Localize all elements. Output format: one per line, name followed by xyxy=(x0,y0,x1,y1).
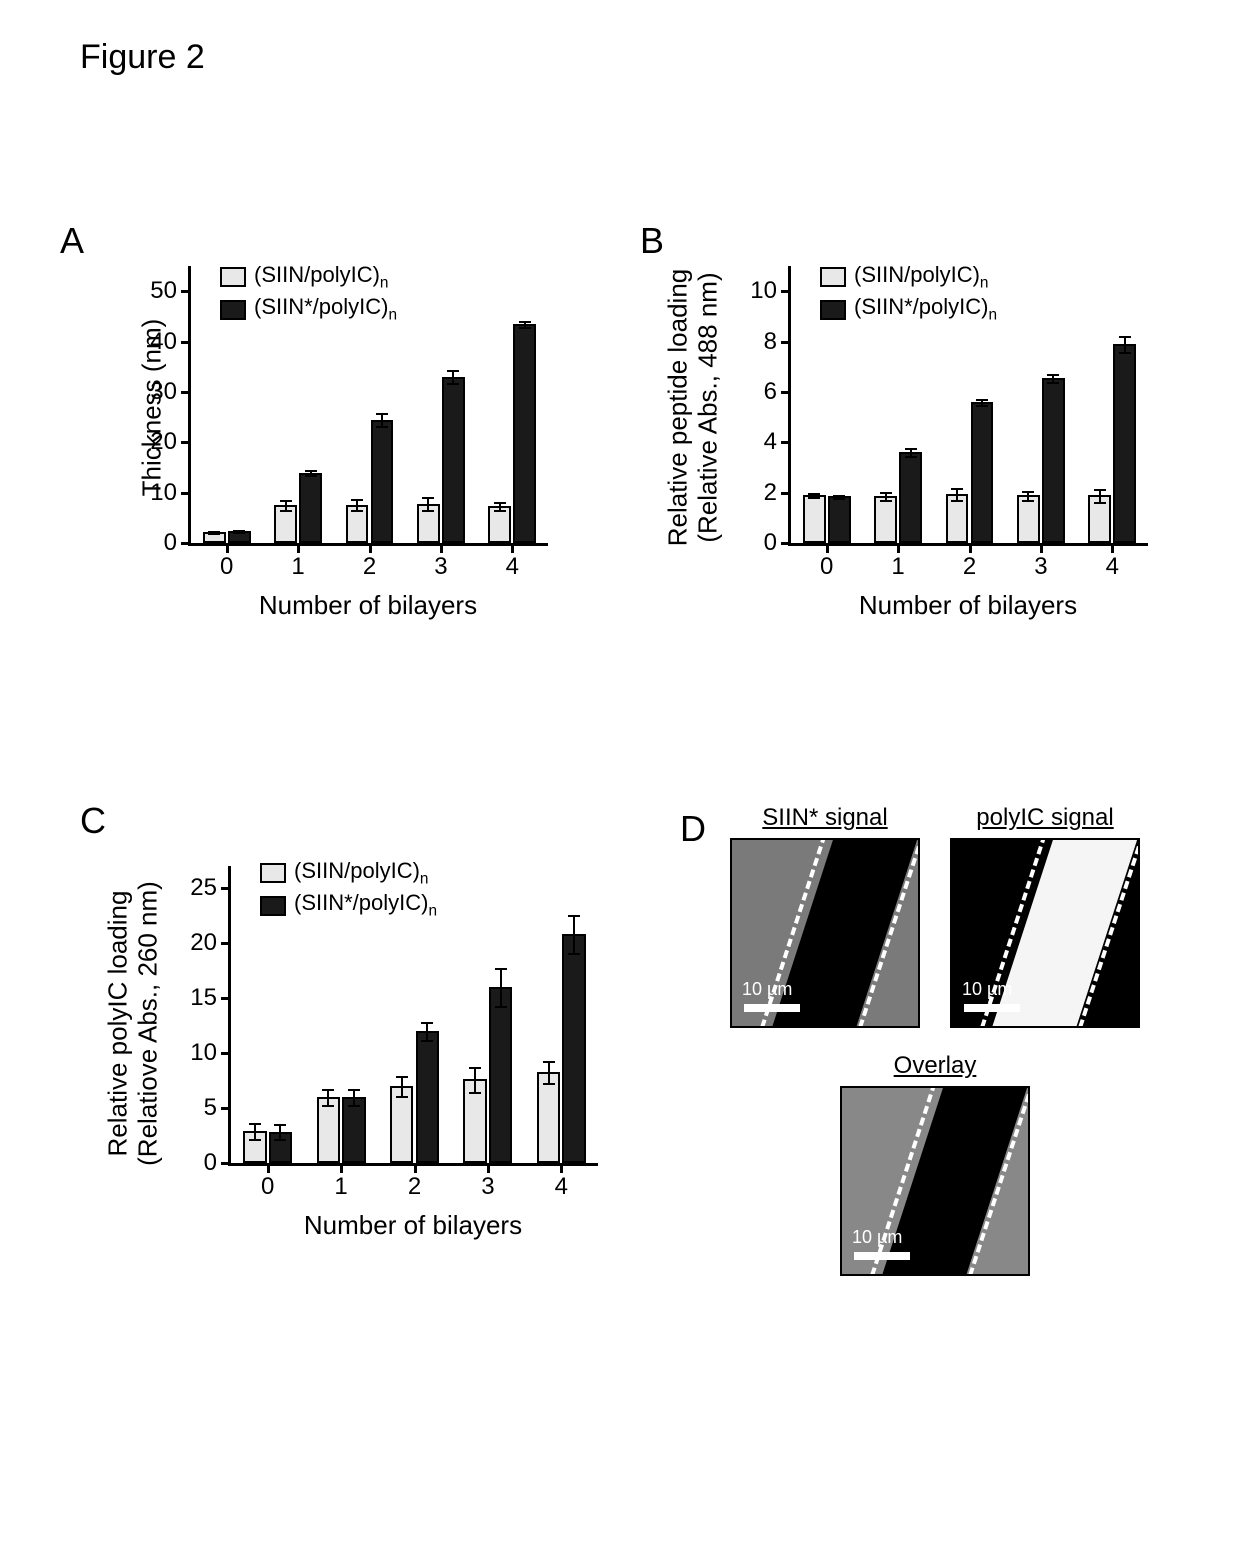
panel-b: B 024681001234 Relative peptide loading … xyxy=(640,220,1200,640)
xtick-label: 1 xyxy=(291,553,304,581)
bar-light xyxy=(203,532,226,543)
micro-title-overlay: Overlay xyxy=(840,1052,1030,1080)
xtick-label: 2 xyxy=(408,1173,421,1201)
panel-d: D SIIN* signal 10 µm polyIC signal 10 µm… xyxy=(680,800,1200,1340)
legend-text-light: (SIIN/polyIC)n xyxy=(854,262,988,292)
xtick-label: 3 xyxy=(1034,553,1047,581)
bar-dark xyxy=(299,473,322,544)
legend-text-light: (SIIN/polyIC)n xyxy=(254,262,388,292)
bar-light xyxy=(537,1072,560,1163)
panel-b-legend: (SIIN/polyIC)n (SIIN*/polyIC)n xyxy=(820,262,997,327)
scale-bar xyxy=(854,1252,910,1260)
legend-swatch-light xyxy=(220,267,246,287)
bar-light xyxy=(1088,495,1111,543)
panel-c-ylabel1: Relative polyIC loading xyxy=(103,874,134,1174)
panel-a: A 0102030405001234 Thickness (nm) Number… xyxy=(60,220,600,640)
bar-light xyxy=(463,1079,486,1163)
scale-label: 10 µm xyxy=(742,979,792,1000)
panel-c-xlabel: Number of bilayers xyxy=(228,1210,598,1241)
xtick-label: 2 xyxy=(963,553,976,581)
panel-b-ylabel2: (Relative Abs., 488 nm) xyxy=(693,268,724,548)
micro-title-siin: SIIN* signal xyxy=(730,804,920,832)
xtick-label: 4 xyxy=(1106,553,1119,581)
panel-a-label: A xyxy=(60,220,84,262)
bar-light xyxy=(346,505,369,543)
bar-light xyxy=(274,505,297,543)
panel-c: C 051015202501234 Relative polyIC loadin… xyxy=(60,800,620,1260)
legend-swatch-dark xyxy=(820,300,846,320)
micro-title-polyic: polyIC signal xyxy=(950,804,1140,832)
bar-light xyxy=(946,494,969,543)
xtick-label: 1 xyxy=(334,1173,347,1201)
bar-dark xyxy=(971,402,994,543)
xtick-label: 4 xyxy=(555,1173,568,1201)
bar-light xyxy=(417,504,440,543)
panel-a-ylabel: Thickness (nm) xyxy=(137,268,168,548)
xtick-label: 3 xyxy=(481,1173,494,1201)
bar-dark xyxy=(899,452,922,543)
panel-b-ylabel1: Relative peptide loading xyxy=(663,268,694,548)
panel-a-legend: (SIIN/polyIC)n (SIIN*/polyIC)n xyxy=(220,262,397,327)
bar-dark xyxy=(513,324,536,543)
legend-text-dark: (SIIN*/polyIC)n xyxy=(294,890,437,920)
micro-polyic: 10 µm xyxy=(950,838,1140,1028)
bar-light xyxy=(874,496,897,543)
bar-dark xyxy=(1042,378,1065,543)
scale-bar xyxy=(964,1004,1020,1012)
bar-dark xyxy=(828,496,851,543)
bar-dark xyxy=(1113,344,1136,543)
xtick-label: 3 xyxy=(434,553,447,581)
micro-siin: 10 µm xyxy=(730,838,920,1028)
scale-label: 10 µm xyxy=(852,1227,902,1248)
scale-bar xyxy=(744,1004,800,1012)
legend-text-light: (SIIN/polyIC)n xyxy=(294,858,428,888)
legend-text-dark: (SIIN*/polyIC)n xyxy=(854,294,997,324)
xtick-label: 1 xyxy=(891,553,904,581)
bar-light xyxy=(1017,495,1040,543)
bar-dark xyxy=(269,1132,292,1163)
xtick-label: 4 xyxy=(506,553,519,581)
panel-a-xlabel: Number of bilayers xyxy=(188,590,548,621)
bar-dark xyxy=(442,377,465,543)
legend-swatch-light xyxy=(260,863,286,883)
bar-dark xyxy=(416,1031,439,1163)
panel-c-legend: (SIIN/polyIC)n (SIIN*/polyIC)n xyxy=(260,858,437,923)
legend-text-dark: (SIIN*/polyIC)n xyxy=(254,294,397,324)
bar-dark xyxy=(342,1097,365,1163)
legend-swatch-dark xyxy=(260,896,286,916)
panel-d-label: D xyxy=(680,808,706,850)
xtick-label: 0 xyxy=(220,553,233,581)
xtick-label: 0 xyxy=(820,553,833,581)
legend-swatch-dark xyxy=(220,300,246,320)
panel-b-xlabel: Number of bilayers xyxy=(788,590,1148,621)
bar-light xyxy=(317,1097,340,1163)
bar-dark xyxy=(371,420,394,543)
panel-c-ylabel2: (Relatiove Abs., 260 nm) xyxy=(133,874,164,1174)
bar-dark xyxy=(562,934,585,1163)
bar-light xyxy=(488,506,511,543)
bar-light xyxy=(390,1086,413,1163)
scale-label: 10 µm xyxy=(962,979,1012,1000)
bar-dark xyxy=(489,987,512,1163)
figure-title: Figure 2 xyxy=(80,38,205,77)
legend-swatch-light xyxy=(820,267,846,287)
micro-overlay: 10 µm xyxy=(840,1086,1030,1276)
bar-dark xyxy=(228,531,251,543)
xtick-label: 2 xyxy=(363,553,376,581)
panel-c-label: C xyxy=(80,800,106,842)
